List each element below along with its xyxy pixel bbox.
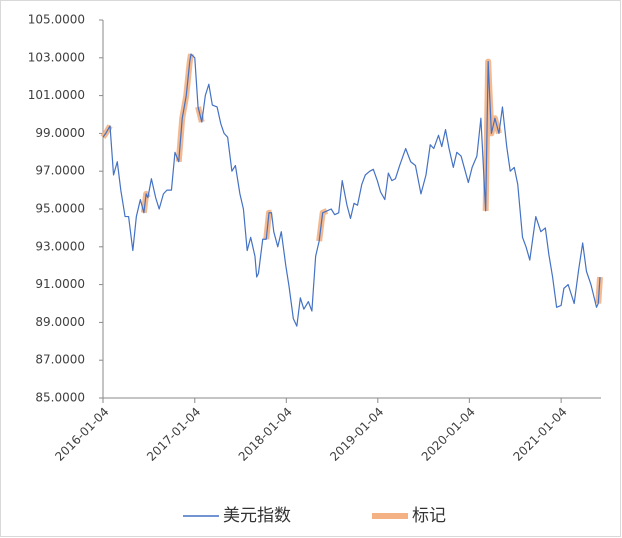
y-tick-label: 85.0000 [35,391,85,405]
y-tick-label: 95.0000 [35,202,85,216]
y-tick-label: 93.0000 [35,239,85,253]
legend-label: 标记 [412,506,446,526]
y-tick-label: 101.0000 [28,88,85,102]
y-tick-label: 87.0000 [35,353,85,367]
y-tick-label: 89.0000 [35,315,85,329]
legend-label: 美元指数 [223,506,291,526]
y-tick-label: 91.0000 [35,277,85,291]
y-tick-label: 99.0000 [35,126,85,140]
y-tick-label: 103.0000 [28,50,85,64]
data-line [102,53,601,327]
y-tick-label: 97.0000 [35,164,85,178]
y-tick-label: 105.0000 [28,13,85,27]
